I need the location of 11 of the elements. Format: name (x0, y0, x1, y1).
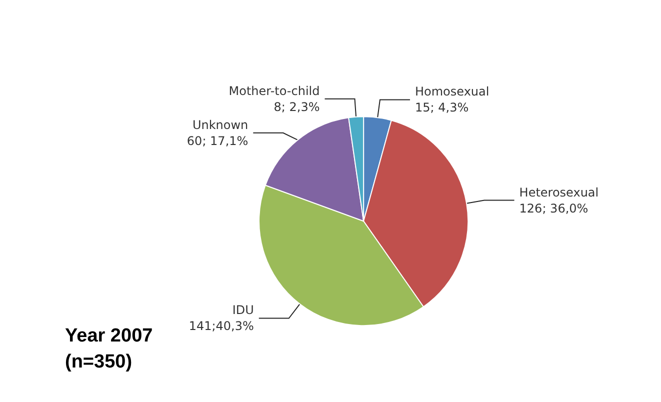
slice-label: Heterosexual (519, 185, 599, 200)
slice-label: Mother-to-child (228, 84, 320, 98)
data-label: 8; 2,3% (274, 100, 320, 114)
slice-label: IDU (232, 303, 254, 318)
data-label: 126; 36,0% (519, 201, 588, 216)
data-label: 141;40,3% (188, 319, 254, 334)
data-label: 60; 17,1% (186, 134, 248, 148)
slice-label: Homosexual (414, 84, 490, 99)
slice-label: Unknown (192, 118, 248, 132)
text: Year 2007 (n=350) (65, 326, 153, 372)
data-label: 15; 4,3% (414, 100, 469, 115)
